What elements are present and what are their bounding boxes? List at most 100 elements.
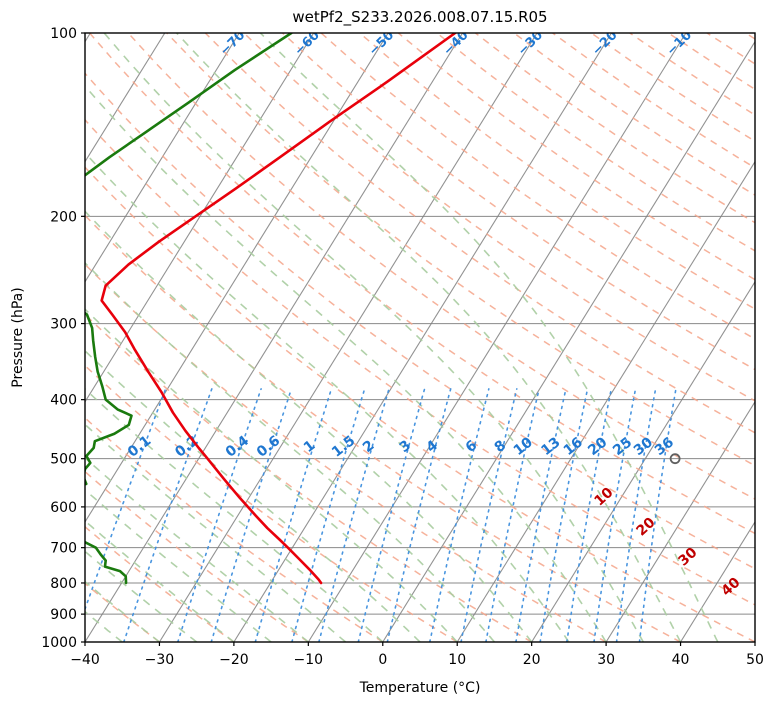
isotherm-line	[233, 33, 612, 642]
mixing-ratio-line	[615, 388, 657, 642]
mixing-ratio-label-text: 3	[397, 437, 415, 456]
dry-adiabat-line	[85, 263, 607, 642]
x-tick-label: −40	[70, 652, 100, 668]
dry-adiabat-line	[85, 364, 458, 642]
dry-adiabat-line	[359, 33, 755, 310]
mixing-ratio-label-text: 20	[585, 434, 610, 459]
moist-adiabat-line	[85, 308, 458, 642]
isotherm-line	[85, 33, 389, 523]
dry-adiabat-label: 40	[718, 574, 743, 599]
dry-adiabat-label-text: 10	[591, 484, 616, 509]
dry-adiabat-line	[85, 72, 755, 570]
moist-adiabat-line	[85, 488, 272, 642]
mixing-ratio-label: 6	[463, 437, 481, 456]
dry-adiabat-line	[85, 166, 755, 642]
temperature-profile-line	[100, 33, 457, 585]
dry-adiabat-line	[0, 33, 11, 642]
profile-layer	[85, 33, 681, 585]
mixing-ratio-line	[429, 388, 490, 642]
grid-layer: −70 −60 −50 −40 −30 −20 −100.1 0.2 0.4 0.6 1 1.5 2 3 4…	[0, 33, 755, 642]
moist-adiabat-line	[85, 423, 347, 642]
plot-frame	[84, 32, 756, 643]
parcel-marker	[669, 453, 681, 465]
mixing-ratio-label: 3	[397, 437, 415, 456]
dry-adiabat-line	[706, 33, 755, 65]
isotherm-line	[456, 160, 755, 642]
x-tick-label: 10	[448, 652, 466, 668]
mixing-ratio-label-text: 0.6	[254, 433, 283, 461]
mixing-ratio-label: 4	[423, 437, 441, 456]
y-tick-label: 400	[50, 393, 77, 409]
x-tick-label: −20	[219, 652, 249, 668]
dry-adiabat-line	[474, 33, 755, 224]
y-tick-label: 700	[50, 541, 77, 557]
moist-adiabat-line	[176, 33, 682, 642]
moist-adiabat-line	[103, 33, 644, 642]
mixing-ratio-line	[539, 388, 589, 642]
mixing-ratio-line	[254, 388, 333, 642]
y-tick-label: 900	[50, 607, 77, 623]
x-tick-label: −30	[145, 652, 175, 668]
mixing-ratio-label-text: 6	[463, 437, 481, 456]
mixing-ratio-label: 8	[492, 437, 510, 456]
mixing-ratio-line	[593, 388, 637, 642]
mixing-ratio-label: 10	[511, 434, 536, 459]
moist-adiabat-line	[85, 261, 496, 642]
dry-adiabat-line	[85, 214, 681, 642]
x-axis-label: Temperature (°C)	[359, 680, 481, 696]
y-tick-label: 100	[50, 26, 77, 42]
mixing-ratio-line	[566, 388, 613, 642]
mixing-ratio-line	[460, 388, 518, 642]
mixing-ratio-label: 2	[360, 437, 378, 456]
x-tick-label: 20	[523, 652, 541, 668]
mixing-ratio-line	[515, 388, 567, 642]
dry-adiabat-label-text: 40	[718, 574, 743, 599]
isotherm-line	[382, 40, 755, 642]
y-tick-label: 600	[50, 500, 77, 516]
moist-adiabat-line	[85, 456, 309, 642]
isotherm-line	[85, 33, 240, 283]
y-tick-label: 300	[50, 317, 77, 333]
mixing-ratio-label: 0.6	[254, 433, 283, 461]
mixing-ratio-line	[485, 388, 540, 642]
isotherm-line	[680, 520, 755, 642]
isotherm-line	[158, 33, 538, 642]
mixing-ratio-line	[210, 388, 293, 642]
y-tick-label: 800	[50, 576, 77, 592]
isotherm-line	[307, 33, 687, 642]
dry-adiabat-label: 10	[591, 484, 616, 509]
dry-adiabat-line	[85, 582, 160, 642]
moist-adiabat-line	[85, 387, 384, 642]
dry-adiabat-line	[552, 33, 755, 169]
mixing-ratio-label-text: 10	[511, 434, 536, 459]
x-tick-label: 0	[378, 652, 387, 668]
mixing-ratio-line	[177, 388, 262, 642]
chart-title: wetPf2_S233.2026.008.07.15.R05	[292, 8, 547, 27]
mixing-ratio-label-text: 0.4	[223, 433, 253, 461]
y-axis-label-text: Pressure (hPa)	[10, 287, 26, 387]
mixing-ratio-line	[357, 388, 426, 642]
y-axis-label: Pressure (hPa)	[10, 287, 26, 387]
dry-adiabat-line	[85, 118, 755, 606]
mixing-ratio-label-text: 4	[423, 437, 441, 456]
y-tick-label: 1000	[41, 635, 77, 651]
mixing-ratio-line	[123, 388, 213, 642]
dry-adiabat-line	[85, 470, 309, 642]
moist-adiabat-line	[85, 349, 421, 642]
y-tick-label: 200	[50, 209, 77, 225]
y-tick-label: 500	[50, 452, 77, 468]
isotherm-line	[85, 33, 315, 403]
dry-adiabat-line	[745, 33, 755, 40]
isotherm-line	[85, 33, 464, 642]
dry-adiabat-line	[89, 33, 755, 535]
x-tick-label: −10	[294, 652, 324, 668]
isotherm-line	[85, 33, 166, 163]
moist-adiabat-line	[85, 151, 570, 642]
dry-adiabat-line	[320, 33, 755, 340]
mixing-ratio-line	[386, 388, 452, 642]
mixing-ratio-line	[638, 388, 677, 642]
isotherm-line	[754, 640, 755, 642]
